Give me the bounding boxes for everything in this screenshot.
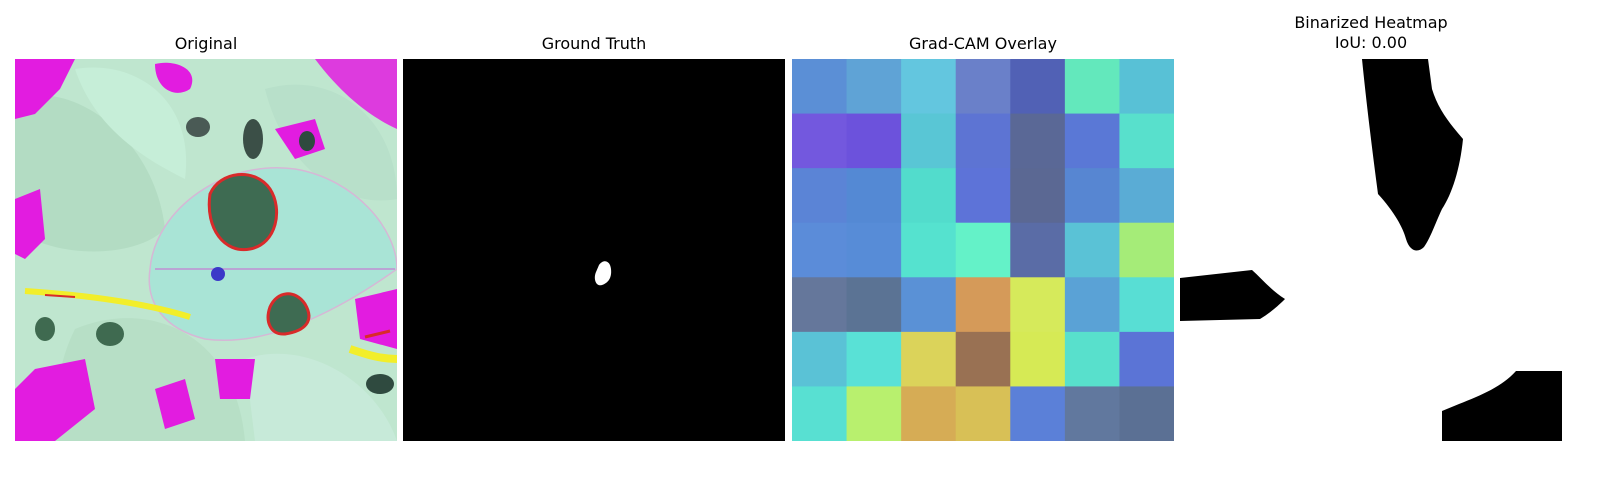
- gradcam-cell-r2-c2: [901, 168, 957, 224]
- gradcam-cell-r4-c2: [901, 277, 957, 333]
- gradcam-cell-r3-c2: [901, 222, 957, 278]
- gradcam-cell-r4-c4: [1010, 277, 1066, 333]
- gradcam-cell-r2-c6: [1119, 168, 1174, 224]
- gradcam-cell-r2-c1: [846, 168, 902, 224]
- gradcam-cell-r2-c0: [792, 168, 848, 224]
- gradcam-cell-r0-c1: [846, 59, 902, 115]
- gradcam-cell-r5-c6: [1119, 331, 1174, 387]
- iou-label: IoU: 0.00: [1334, 33, 1408, 52]
- gradcam-cell-r0-c2: [901, 59, 957, 115]
- gradcam-cell-r5-c3: [955, 331, 1011, 387]
- gradcam-cell-r1-c4: [1010, 113, 1066, 169]
- gradcam-cell-r2-c5: [1064, 168, 1120, 224]
- gradcam-cell-r1-c1: [846, 113, 902, 169]
- original-image: [15, 59, 397, 441]
- panel-title-binarized: Binarized Heatmap IoU: 0.00: [1180, 13, 1562, 53]
- ground-truth-svg: [403, 59, 785, 441]
- gradcam-cell-r1-c3: [955, 113, 1011, 169]
- gradcam-overlay: [792, 59, 1174, 441]
- gradcam-cell-r3-c5: [1064, 222, 1120, 278]
- gradcam-cell-r0-c0: [792, 59, 848, 115]
- gradcam-cell-r6-c4: [1010, 386, 1066, 441]
- gradcam-cell-r2-c3: [955, 168, 1011, 224]
- gradcam-cell-r3-c4: [1010, 222, 1066, 278]
- gradcam-cell-r3-c0: [792, 222, 848, 278]
- gradcam-cell-r4-c6: [1119, 277, 1174, 333]
- gradcam-cell-r6-c6: [1119, 386, 1174, 441]
- binarized-heatmap: [1180, 59, 1562, 441]
- gradcam-cell-r0-c6: [1119, 59, 1174, 115]
- gradcam-cell-r1-c0: [792, 113, 848, 169]
- gradcam-cell-r5-c5: [1064, 331, 1120, 387]
- gradcam-cell-r3-c3: [955, 222, 1011, 278]
- gradcam-cell-r4-c0: [792, 277, 848, 333]
- gradcam-cell-r6-c0: [792, 386, 848, 441]
- gradcam-cell-r3-c1: [846, 222, 902, 278]
- gradcam-cell-r6-c3: [955, 386, 1011, 441]
- original-image-svg: [15, 59, 397, 441]
- gradcam-cell-r1-c5: [1064, 113, 1120, 169]
- panel-title-original: Original: [174, 34, 238, 53]
- panel-title-gradcam: Grad-CAM Overlay: [909, 34, 1057, 53]
- gradcam-cell-r4-c5: [1064, 277, 1120, 333]
- gradcam-cell-r3-c6: [1119, 222, 1174, 278]
- binarized-heatmap-svg: [1180, 59, 1562, 441]
- gradcam-grid-svg: [792, 59, 1174, 441]
- gradcam-cell-r5-c1: [846, 331, 902, 387]
- gradcam-cell-r4-c1: [846, 277, 902, 333]
- gradcam-cell-r0-c5: [1064, 59, 1120, 115]
- gradcam-cell-r5-c0: [792, 331, 848, 387]
- gradcam-cell-r2-c4: [1010, 168, 1066, 224]
- gradcam-cell-r0-c4: [1010, 59, 1066, 115]
- panel-title-ground-truth: Ground Truth: [541, 34, 647, 53]
- gradcam-cell-r6-c2: [901, 386, 957, 441]
- gradcam-cell-r6-c5: [1064, 386, 1120, 441]
- gradcam-cell-r1-c6: [1119, 113, 1174, 169]
- gradcam-cell-r1-c2: [901, 113, 957, 169]
- gradcam-cell-r5-c2: [901, 331, 957, 387]
- binarized-title-line: Binarized Heatmap: [1294, 13, 1448, 32]
- gradcam-cell-r4-c3: [955, 277, 1011, 333]
- ground-truth-mask: [403, 59, 785, 441]
- gradcam-cell-r0-c3: [955, 59, 1011, 115]
- gradcam-cell-r5-c4: [1010, 331, 1066, 387]
- gradcam-cell-r6-c1: [846, 386, 902, 441]
